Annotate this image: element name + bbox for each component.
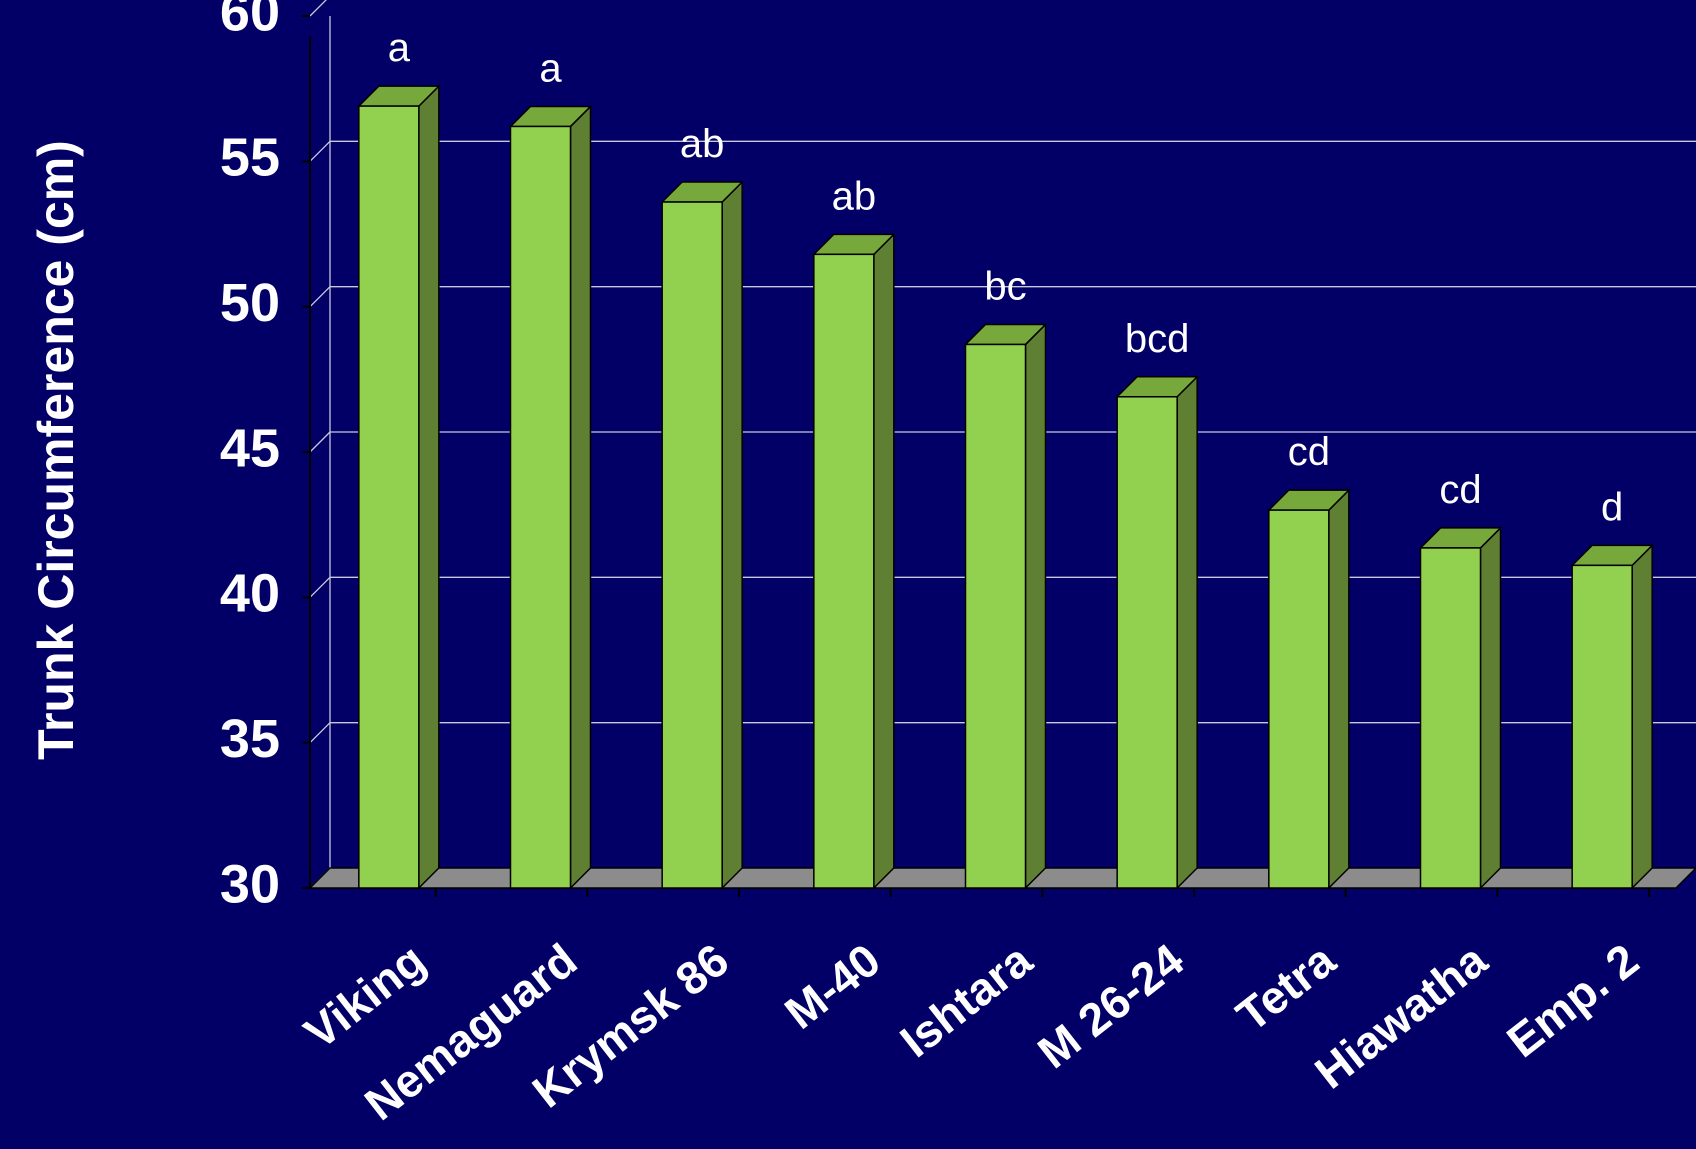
bar-side: [1479, 526, 1502, 890]
bar-side: [721, 180, 743, 890]
bar-hiawatha: [1418, 526, 1503, 890]
data-label: d: [1601, 485, 1623, 529]
gridline-connector: [309, 576, 331, 598]
bar-side: [1024, 322, 1047, 890]
gridline-connector: [309, 431, 331, 453]
x-tick-label: Tetra: [1227, 933, 1345, 1041]
x-tick-label: M 26-24: [1028, 933, 1193, 1078]
data-label: bcd: [1125, 317, 1190, 361]
bar-nemaguard: [508, 104, 593, 890]
bar-front: [964, 343, 1027, 889]
gridline-connector: [309, 286, 331, 308]
bar-front: [1116, 396, 1178, 889]
bar-tetra: [1267, 488, 1351, 890]
y-tick-label: 55: [220, 128, 280, 188]
bar-m-26-24: [1115, 374, 1199, 890]
x-tick-label: Viking: [295, 933, 435, 1058]
bar-side: [873, 232, 895, 890]
data-label: cd: [1439, 468, 1481, 512]
bar-front: [1419, 547, 1482, 889]
bar-front: [509, 125, 572, 889]
x-tick-label: M-40: [775, 933, 890, 1039]
data-label: ab: [832, 174, 877, 218]
y-tick-labels: 30 35 40 45 50 55 60: [220, 0, 280, 914]
bar-side: [418, 84, 440, 890]
data-label: a: [388, 26, 411, 70]
y-tick-label: 35: [220, 709, 280, 769]
gridline-connector: [309, 722, 331, 744]
y-tick-label: 40: [220, 564, 280, 624]
bar-front: [1268, 509, 1330, 889]
y-tick-label: 60: [220, 0, 280, 42]
data-label: a: [539, 46, 562, 90]
bar-front: [661, 201, 723, 889]
bar-front: [813, 253, 875, 889]
bar-front: [358, 105, 420, 889]
bar-front: [1571, 564, 1633, 889]
y-axis-label: Trunk Circumference (cm): [28, 140, 84, 760]
bars: [357, 84, 1654, 890]
x-tick-label: Emp. 2: [1497, 933, 1648, 1067]
data-label: cd: [1288, 430, 1330, 474]
x-tick-label: Hiawatha: [1305, 933, 1496, 1099]
data-label: bc: [984, 264, 1026, 308]
bar-viking: [357, 84, 441, 890]
x-tick-label: Ishtara: [890, 933, 1041, 1067]
bar-m-40: [812, 232, 896, 890]
data-labels: a a ab ab bc bcd cd cd d: [388, 26, 1624, 529]
bar-ishtara: [963, 322, 1048, 890]
bar-side: [569, 104, 592, 890]
bar-krymsk-86: [660, 180, 744, 890]
bar-side: [1328, 488, 1350, 890]
bar-side: [1631, 543, 1653, 890]
gridline-connector: [309, 0, 327, 17]
data-label: ab: [680, 122, 725, 166]
bar-emp-2: [1570, 543, 1654, 890]
y-tick-label: 45: [220, 418, 280, 478]
y-tick-label: 50: [220, 273, 280, 333]
y-tick-label: 30: [220, 854, 280, 914]
bar-side: [1176, 374, 1198, 890]
gridline-connector: [309, 140, 331, 162]
